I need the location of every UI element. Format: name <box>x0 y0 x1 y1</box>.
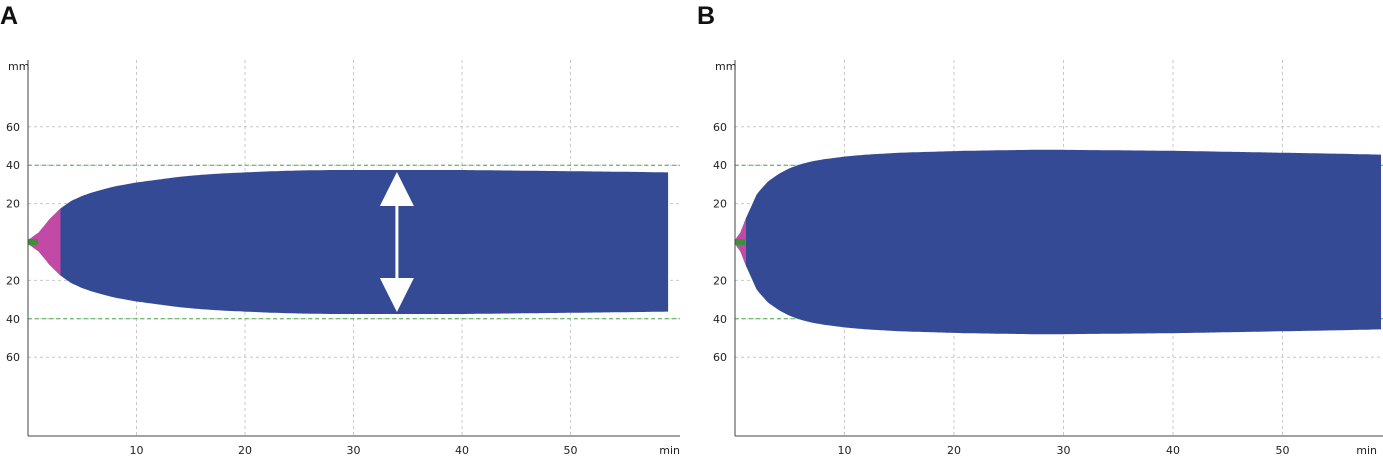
x-axis-unit-label: min <box>659 444 680 457</box>
x-tick-label: 50 <box>564 444 578 457</box>
x-tick-label: 40 <box>455 444 469 457</box>
chart-panel-a: mm 60 40 20 20 40 60 10 20 30 40 50 min <box>6 60 680 457</box>
arrow-head-up <box>379 172 414 206</box>
amplitude-trace <box>28 170 669 314</box>
x-tick-label: 20 <box>947 444 961 457</box>
y-tick-label: 60 <box>6 121 20 134</box>
chart-panel-b: mm 60 40 20 20 40 60 10 20 30 40 50 min <box>713 60 1383 457</box>
y-axis-unit-label: mm <box>8 60 29 73</box>
y-tick-label: 60 <box>713 121 727 134</box>
x-axis-unit-label: min <box>1356 444 1377 457</box>
y-axis-unit-label: mm <box>715 60 736 73</box>
baseline-marker <box>735 239 745 245</box>
x-tick-label: 30 <box>1057 444 1071 457</box>
x-tick-label: 20 <box>238 444 252 457</box>
panel-label-a: A <box>0 2 19 30</box>
y-tick-label: 20 <box>6 198 20 211</box>
y-tick-label: 40 <box>6 313 20 326</box>
baseline-marker <box>28 239 38 245</box>
x-tick-label: 30 <box>347 444 361 457</box>
y-tick-label: 60 <box>713 351 727 364</box>
x-tick-label: 10 <box>838 444 852 457</box>
y-tick-label: 40 <box>713 159 727 172</box>
initial-phase-trace <box>28 208 61 276</box>
y-tick-label: 20 <box>713 198 727 211</box>
y-tick-label: 60 <box>6 351 20 364</box>
x-tick-label: 40 <box>1166 444 1180 457</box>
x-tick-label: 10 <box>130 444 144 457</box>
y-tick-label: 20 <box>713 274 727 287</box>
amplitude-trace <box>735 149 1381 335</box>
y-tick-label: 20 <box>6 274 20 287</box>
y-tick-label: 40 <box>713 313 727 326</box>
y-tick-label: 40 <box>6 159 20 172</box>
panel-label-b: B <box>697 2 716 30</box>
x-tick-label: 50 <box>1276 444 1290 457</box>
arrow-head-down <box>379 278 414 312</box>
